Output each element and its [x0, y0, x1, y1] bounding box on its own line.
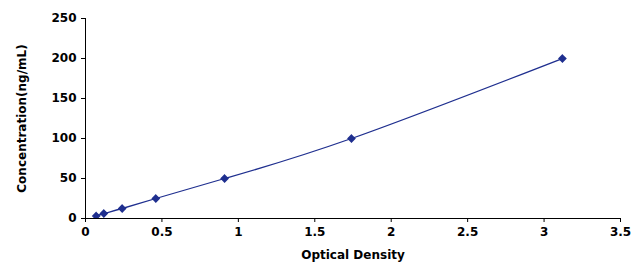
- svg-text:Concentration(ng/mL): Concentration(ng/mL): [15, 44, 29, 192]
- svg-text:3: 3: [540, 225, 548, 239]
- svg-text:250: 250: [51, 11, 76, 25]
- svg-text:200: 200: [51, 51, 76, 65]
- svg-text:50: 50: [60, 171, 77, 185]
- svg-text:3.5: 3.5: [610, 225, 631, 239]
- svg-text:150: 150: [51, 91, 76, 105]
- svg-text:0.5: 0.5: [151, 225, 172, 239]
- svg-text:2: 2: [387, 225, 395, 239]
- svg-text:0: 0: [81, 225, 89, 239]
- svg-text:2.5: 2.5: [457, 225, 478, 239]
- svg-text:100: 100: [51, 131, 76, 145]
- svg-text:0: 0: [68, 211, 76, 225]
- svg-text:Optical Density: Optical Density: [301, 248, 405, 262]
- svg-text:1: 1: [234, 225, 242, 239]
- svg-text:1.5: 1.5: [304, 225, 325, 239]
